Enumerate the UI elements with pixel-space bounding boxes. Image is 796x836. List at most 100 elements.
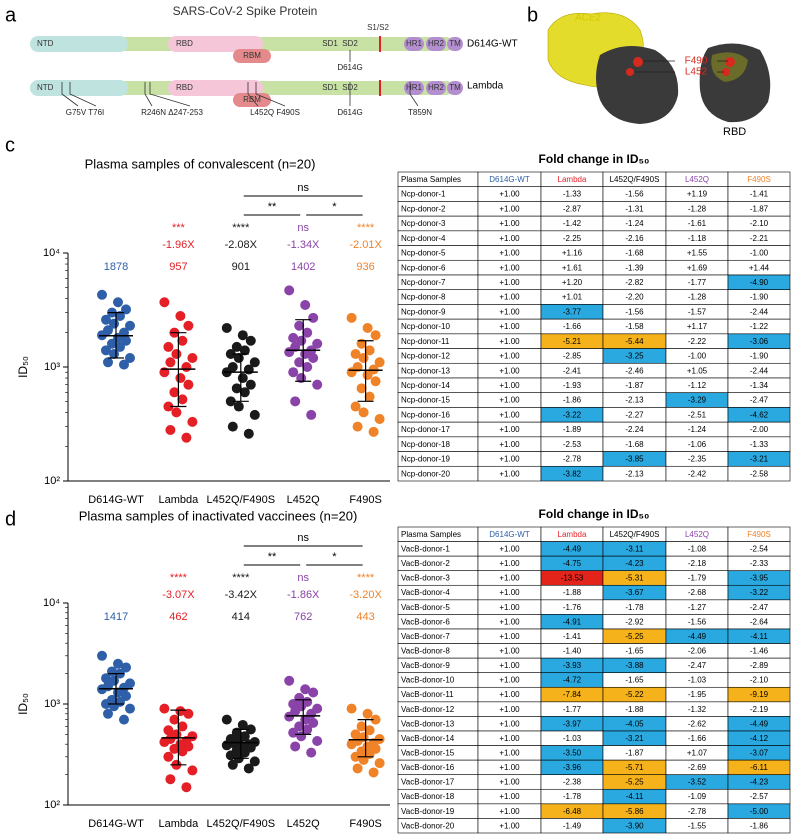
- table-text: VacB-donor-5: [401, 603, 450, 612]
- table-text: +1.00: [499, 544, 520, 553]
- data-point: [107, 338, 117, 349]
- table-text: VacB-donor-9: [401, 661, 450, 670]
- y-axis-label: ID₅₀: [16, 356, 30, 378]
- table-text: -3.95: [750, 574, 769, 583]
- domain-label: HR2: [428, 39, 445, 48]
- data-point: [374, 413, 385, 424]
- table-text: -1.33: [750, 440, 769, 449]
- data-point: [370, 330, 381, 341]
- table-text: -2.18: [688, 559, 707, 568]
- data-point: [296, 731, 307, 742]
- table-text: +1.01: [562, 293, 583, 302]
- fold-label: -3.42X: [225, 589, 258, 601]
- table-text: Ncp-donor-12: [401, 352, 450, 361]
- table-text: +1.00: [499, 719, 520, 728]
- contact-surface: [711, 52, 748, 82]
- y-axis-label: ID₅₀: [16, 693, 30, 715]
- fold-label: -1.96X: [162, 239, 195, 251]
- table-text: -2.35: [688, 455, 707, 464]
- table-text: +1.00: [499, 748, 520, 757]
- domain-label: NTD: [37, 83, 54, 92]
- hr2: [426, 37, 446, 51]
- table-text: +1.00: [499, 455, 520, 464]
- table-text: Ncp-donor-19: [401, 455, 450, 464]
- table-text: -3.88: [625, 661, 644, 670]
- x-tick-label: Lambda: [159, 494, 200, 506]
- chart-title: Plasma samples of inactivated vaccinees …: [79, 508, 358, 523]
- table-text: VacB-donor-4: [401, 588, 450, 597]
- comparison-label: *: [332, 551, 337, 563]
- data-point: [159, 703, 170, 714]
- data-point: [101, 345, 111, 356]
- data-point: [368, 426, 379, 437]
- table-text: -2.69: [688, 763, 707, 772]
- table-text: -1.61: [688, 219, 707, 228]
- table-text: -2.44: [750, 366, 769, 375]
- table-text: -1.24: [625, 219, 644, 228]
- data-point: [294, 320, 305, 331]
- data-point: [101, 673, 111, 684]
- mutation-lines: [61, 82, 419, 107]
- table-text: -4.90: [750, 278, 769, 287]
- table-text: +1.00: [499, 352, 520, 361]
- table-text: +1.00: [499, 337, 520, 346]
- table-text: -1.88: [625, 705, 644, 714]
- domain-label: HR1: [406, 83, 423, 92]
- table-text: -1.79: [688, 574, 707, 583]
- ntd: [30, 36, 128, 52]
- table-text: Plasma Samples: [401, 175, 461, 184]
- site-label: L452: [685, 67, 708, 78]
- table-text: +1.00: [499, 807, 520, 816]
- data-point: [370, 376, 381, 387]
- table-text: +1.00: [499, 410, 520, 419]
- table-text: VacB-donor-7: [401, 632, 450, 641]
- table-text: -2.19: [750, 705, 769, 714]
- table-text: Ncp-donor-5: [401, 249, 446, 258]
- table-text: +1.00: [499, 307, 520, 316]
- table-text: -1.78: [625, 603, 644, 612]
- table-text: -2.38: [563, 778, 582, 787]
- hr1: [404, 81, 424, 95]
- table-text: Ncp-donor-10: [401, 322, 450, 331]
- table-text: -5.25: [625, 778, 644, 787]
- data-point: [159, 297, 170, 308]
- table-text: -4.12: [750, 734, 769, 743]
- data-point: [312, 379, 323, 390]
- data-point: [312, 736, 323, 747]
- table-text: Ncp-donor-9: [401, 307, 446, 316]
- domain-label: HR2: [428, 83, 445, 92]
- data-point: [243, 763, 254, 774]
- data-point: [113, 297, 123, 308]
- data-point: [121, 662, 131, 673]
- data-point: [239, 345, 250, 356]
- data-point: [187, 416, 198, 427]
- table-text: -1.03: [563, 734, 582, 743]
- spike-wt: NTD RBD RBM SD1 SD2 HR1 HR2 TM D614G-WT …: [30, 36, 518, 72]
- table-text: -2.20: [625, 293, 644, 302]
- domain-label: SD2: [342, 39, 358, 48]
- data-point: [302, 724, 313, 735]
- data-point: [362, 322, 373, 333]
- table-text: -2.57: [750, 792, 769, 801]
- table-text: Ncp-donor-14: [401, 381, 450, 390]
- table-text: -1.40: [563, 646, 582, 655]
- tm: [447, 81, 463, 95]
- table-text: +1.00: [499, 278, 520, 287]
- data-point: [364, 345, 375, 356]
- domain-label: RBM: [243, 51, 261, 60]
- mutation-label: L452Q F490S: [250, 108, 300, 117]
- table-text: -3.21: [750, 455, 769, 464]
- table-text: -5.44: [625, 337, 644, 346]
- table-text: -1.76: [563, 603, 582, 612]
- domain-label: TM: [449, 39, 461, 48]
- spike-lambda: NTD RBD RBM SD1 SD2 HR1 HR2 TM Lambda G7…: [30, 80, 504, 117]
- table-text: +1.00: [499, 234, 520, 243]
- table-text: -2.68: [688, 588, 707, 597]
- table-text: -1.87: [625, 381, 644, 390]
- table-text: -3.90: [625, 821, 644, 830]
- data-point: [302, 362, 313, 372]
- data-point: [101, 314, 111, 325]
- table-text: -1.68: [625, 440, 644, 449]
- table-text: -2.24: [625, 425, 644, 434]
- table-text: -2.64: [750, 617, 769, 626]
